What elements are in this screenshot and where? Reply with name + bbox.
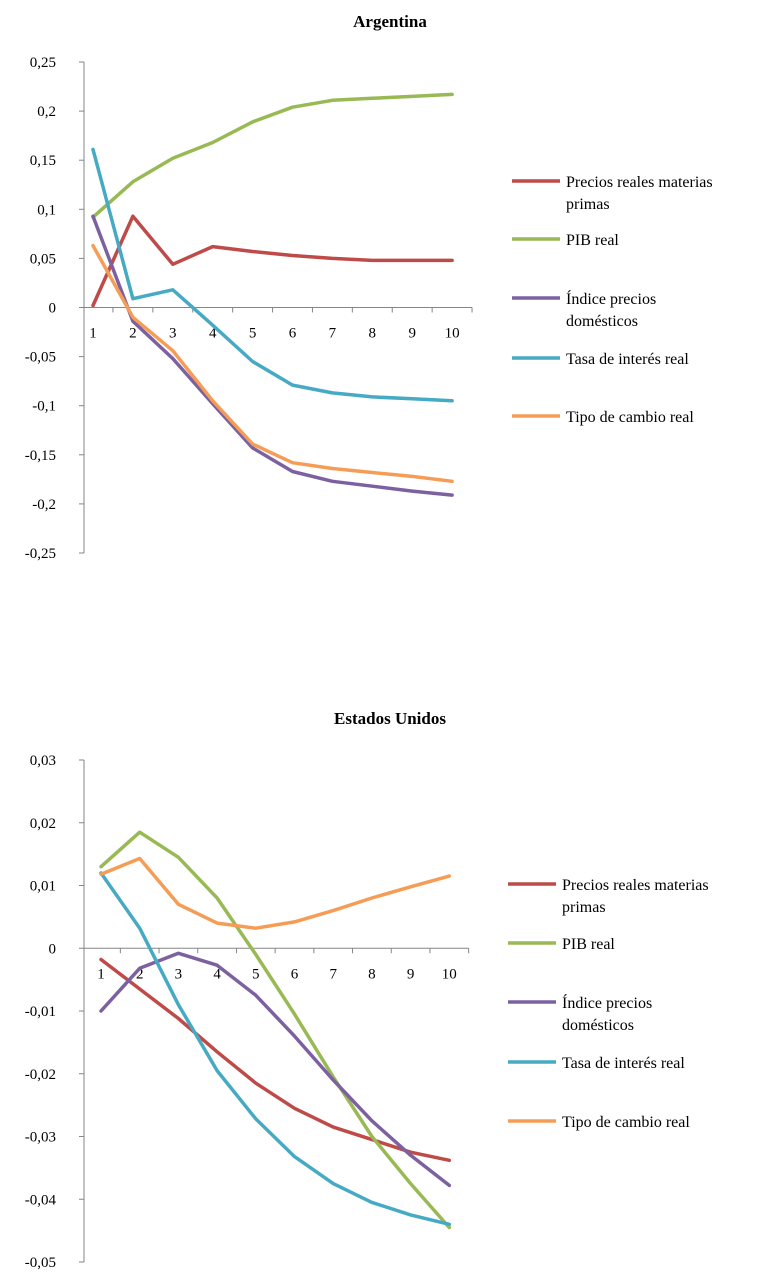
y-tick-label: -0,03 <box>25 1130 56 1146</box>
y-tick-label: -0,04 <box>25 1192 57 1208</box>
legend: Precios reales materias primas PIB real Índ… <box>512 174 713 426</box>
series-line-5 <box>99 856 452 930</box>
legend-label-3: Índice precios <box>562 993 652 1012</box>
chart-title: Estados Unidos <box>334 709 446 728</box>
x-tick-label: 2 <box>136 966 144 982</box>
chart-1: Argentina 0,25 0,2 0,15 0,1 0,05 0 -0,05 -0,1 -0,… <box>25 12 713 562</box>
legend-label-1: primas <box>562 899 606 916</box>
x-tick-label: 9 <box>407 966 415 982</box>
y-tick-label: 0,03 <box>30 753 56 769</box>
x-tick-label: 4 <box>209 326 217 342</box>
y-tick-label: 0 <box>49 941 57 957</box>
y-tick-label: -0,01 <box>25 1004 56 1020</box>
y-tick-label: 0,2 <box>37 104 56 120</box>
x-tick-label: 10 <box>445 326 460 342</box>
x-tick-label: 3 <box>175 966 183 982</box>
series-line-4 <box>99 871 452 1227</box>
series-line-1 <box>91 214 454 308</box>
x-tick-label: 6 <box>291 966 299 982</box>
y-tick-label: 0,01 <box>30 879 56 895</box>
y-tick-label: 0 <box>49 301 57 317</box>
x-tick-label: 8 <box>369 326 377 342</box>
legend-label-5: Tipo de cambio real <box>562 1114 690 1131</box>
series-line-2 <box>99 830 452 1230</box>
x-tick-label: 1 <box>97 966 105 982</box>
series-line-2 <box>91 92 454 219</box>
legend-label-2: PIB real <box>562 936 615 953</box>
y-tick-label: 0,15 <box>30 153 56 169</box>
series-line-1 <box>99 957 452 1163</box>
series-line-3 <box>91 214 454 497</box>
chart-2: Estados Unidos 0,03 0,02 0,01 0 -0,01 -0,02 -0,… <box>25 709 709 1271</box>
legend-label-3: domésticos <box>562 1017 634 1034</box>
chart-title: Argentina <box>353 12 427 31</box>
x-tick-label: 7 <box>329 326 337 342</box>
x-tick-label: 9 <box>408 326 416 342</box>
x-tick-label: 10 <box>442 966 457 982</box>
x-tick-label: 8 <box>368 966 376 982</box>
y-tick-label: 0,05 <box>30 251 56 267</box>
x-tick-label: 6 <box>289 326 297 342</box>
x-tick-label: 7 <box>329 966 337 982</box>
legend-label-1: Precios reales materias <box>566 174 713 191</box>
series-line-5 <box>91 243 454 484</box>
y-tick-label: -0,15 <box>25 448 56 464</box>
y-tick-label: -0,05 <box>25 350 56 366</box>
y-tick-label: -0,1 <box>32 399 56 415</box>
legend: Precios reales materias primas PIB real Índ… <box>508 877 709 1131</box>
legend-label-3: domésticos <box>566 313 638 330</box>
x-tick-label: 5 <box>249 326 257 342</box>
y-tick-label: -0,25 <box>25 546 56 562</box>
y-tick-label: 0,25 <box>30 55 56 71</box>
x-tick-label: 1 <box>89 326 97 342</box>
y-tick-label: -0,05 <box>25 1255 56 1271</box>
x-tick-label: 3 <box>169 326 177 342</box>
legend-label-1: primas <box>566 196 610 213</box>
legend-label-4: Tasa de interés real <box>566 351 689 368</box>
legend-label-2: PIB real <box>566 232 619 249</box>
series-line-4 <box>91 147 454 403</box>
y-tick-label: 0,02 <box>30 816 56 832</box>
legend-label-1: Precios reales materias <box>562 877 709 894</box>
x-tick-label: 4 <box>213 966 221 982</box>
legend-label-5: Tipo de cambio real <box>566 409 694 426</box>
y-tick-label: -0,02 <box>25 1067 56 1083</box>
x-tick-label: 2 <box>129 326 137 342</box>
series-line-3 <box>99 951 452 1188</box>
legend-label-3: Índice precios <box>566 289 656 308</box>
y-tick-label: 0,1 <box>37 202 56 218</box>
x-tick-label: 5 <box>252 966 260 982</box>
legend-label-4: Tasa de interés real <box>562 1055 685 1072</box>
y-tick-label: -0,2 <box>32 497 56 513</box>
